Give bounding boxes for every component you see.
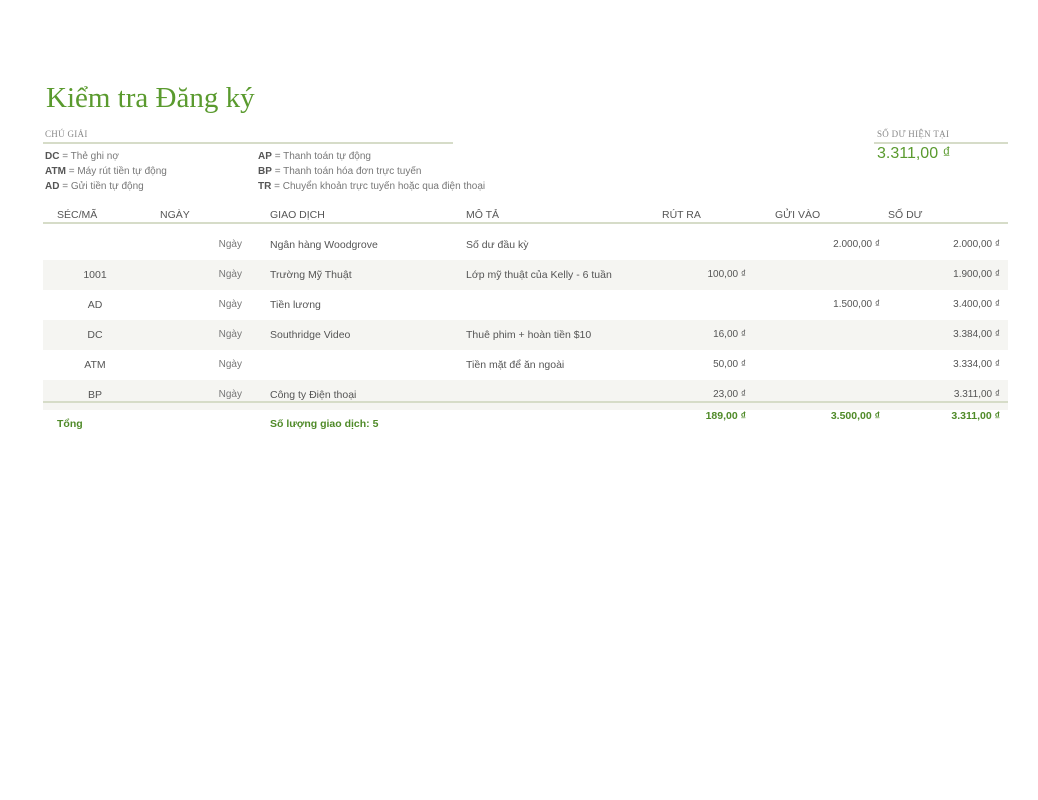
total-deposit: 3.500,00 ₫ (830, 410, 880, 422)
cell-balance: 1.900,00 ₫ (953, 269, 1000, 280)
cell-check-number: 1001 (83, 269, 107, 281)
legend-caption: CHÚ GIẢI (45, 129, 88, 139)
cell-date: Ngày (218, 389, 242, 400)
cell-description: Tiền mặt để ăn ngoài (466, 359, 565, 371)
transaction-count: Số lượng giao dịch: 5 (270, 418, 379, 430)
total-row: Tổng Số lượng giao dịch: 5 189,00 ₫ 3.50… (43, 408, 1008, 438)
cell-transaction: Công ty Điện thoại (270, 389, 357, 401)
cell-date: Ngày (218, 359, 242, 370)
cell-transaction: Ngân hàng Woodgrove (270, 239, 378, 251)
cell-withdrawal: 100,00 ₫ (707, 269, 747, 280)
cell-balance: 3.384,00 ₫ (953, 329, 1000, 340)
cell-transaction: Tiền lương (270, 299, 321, 311)
cell-deposit: 2.000,00 ₫ (833, 239, 880, 250)
cell-description: Số dư đầu kỳ (466, 239, 529, 251)
legend-col-2: AP = Thanh toán tự động BP = Thanh toán … (258, 149, 485, 194)
cell-date: Ngày (218, 239, 242, 250)
cell-withdrawal: 23,00 ₫ (713, 389, 746, 400)
cell-date: Ngày (218, 299, 242, 310)
legend-divider (43, 142, 453, 144)
table-row: BP Ngày Công ty Điện thoại 23,00 ₫ 3.311,00 … (43, 380, 1008, 410)
legend-item: ATM = Máy rút tiền tự động (45, 166, 167, 177)
cell-balance: 3.334,00 ₫ (953, 359, 1000, 370)
header-balance: SỐ DƯ (888, 209, 923, 221)
cell-date: Ngày (218, 329, 242, 340)
legend-item: AP = Thanh toán tự động (258, 151, 371, 162)
header-withdrawal: RÚT RA (662, 209, 701, 221)
total-divider (43, 401, 1008, 403)
cell-date: Ngày (218, 269, 242, 280)
header-description: MÔ TẢ (466, 209, 500, 221)
cell-withdrawal: 16,00 ₫ (713, 329, 746, 340)
cell-description: Thuê phim + hoàn tiền $10 (466, 329, 592, 341)
legend-item: AD = Gửi tiền tự động (45, 181, 144, 192)
header-divider (43, 222, 1008, 224)
table-row: Ngày Ngân hàng Woodgrove Số dư đầu kỳ 2.000… (43, 230, 1008, 260)
table-row: AD Ngày Tiền lương 1.500,00 ₫ 3.400,00 ₫ (43, 290, 1008, 320)
legend-item: DC = Thẻ ghi nợ (45, 151, 119, 162)
legend-item: TR = Chuyển khoản trực tuyến hoặc qua đi… (258, 181, 486, 192)
cell-check-number: ATM (84, 359, 106, 371)
cell-description: Lớp mỹ thuật của Kelly - 6 tuần (466, 269, 612, 281)
cell-balance: 2.000,00 ₫ (953, 239, 1000, 250)
cell-check-number: AD (87, 299, 103, 311)
table-row: 1001 Ngày Trường Mỹ Thuật Lớp mỹ thuật của … (43, 260, 1008, 290)
current-balance-value: 3.311,00 ₫ (877, 145, 951, 162)
total-withdrawal: 189,00 ₫ (705, 410, 746, 422)
cell-deposit: 1.500,00 ₫ (833, 299, 880, 310)
cell-check-number: BP (87, 389, 102, 401)
legend-col-1: DC = Thẻ ghi nợ ATM = Máy rút tiền tự độ… (45, 149, 167, 194)
header-date: NGÀY (160, 209, 190, 221)
legend-item: BP = Thanh toán hóa đơn trực tuyến (258, 166, 422, 177)
total-balance: 3.311,00 ₫ (951, 410, 1000, 422)
total-label: Tổng (57, 418, 83, 430)
cell-balance: 3.311,00 ₫ (953, 389, 1000, 400)
header-deposit: GỬI VÀO (775, 209, 821, 221)
table-row: DC Ngày Southridge Video Thuê phim + hoàn t… (43, 320, 1008, 350)
header-transaction: GIAO DỊCH (270, 209, 325, 221)
cell-balance: 3.400,00 ₫ (953, 299, 1000, 310)
cell-check-number: DC (87, 329, 103, 341)
cell-withdrawal: 50,00 ₫ (713, 359, 746, 370)
header-check: SÉC/MÃ (57, 209, 98, 221)
cell-transaction: Southridge Video (270, 329, 351, 341)
cell-transaction: Trường Mỹ Thuật (270, 269, 352, 281)
balance-divider (874, 142, 1008, 144)
table-row: ATM Ngày Tiền mặt để ăn ngoài 50,00 ₫ 3.334,… (43, 350, 1008, 380)
balance-caption: SỐ DƯ HIỆN TẠI (877, 129, 950, 139)
page-title: Kiểm tra Đăng ký (46, 82, 255, 114)
